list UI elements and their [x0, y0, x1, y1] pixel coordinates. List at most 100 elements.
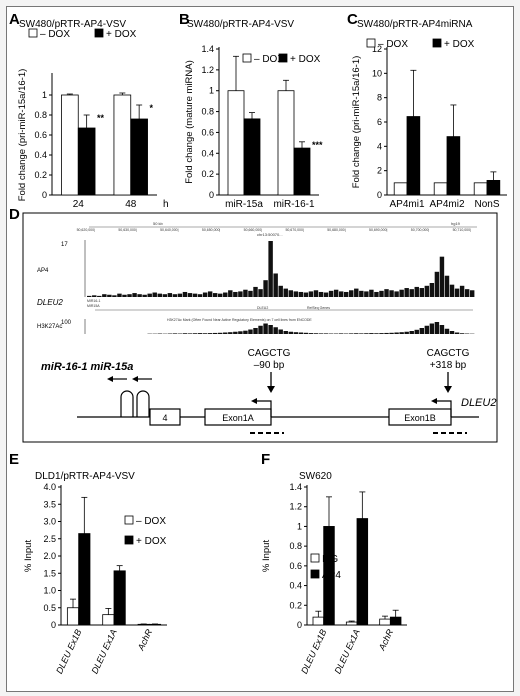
bar — [277, 90, 295, 196]
h3k27ac-signal-bar — [273, 327, 278, 334]
ap4-signal-bar — [288, 290, 293, 297]
bar — [148, 623, 162, 626]
ap4-signal-bar — [97, 295, 102, 297]
category-label: miR-15a — [225, 199, 263, 210]
category-label: AP4mi2 — [429, 199, 464, 210]
bar — [243, 118, 261, 196]
ap4-signal-bar — [449, 284, 455, 297]
ruler-tick-label: 50,660,000| — [244, 228, 263, 232]
ruler-tick-label: 50,710,000| — [453, 228, 472, 232]
h3k27ac-signal-bar — [253, 328, 258, 334]
legend-swatch — [278, 53, 288, 63]
chart-e: DLD1/pRTR-AP4-VSV 0 0.5 1.0 1.5 2.0 2.5 3.0 3.5 4… — [23, 471, 167, 675]
ap4-signal-bar — [379, 290, 384, 297]
y-tick-label: 6 — [377, 117, 382, 127]
ap4-signal-bar — [399, 289, 404, 297]
y-tick-label: 2.5 — [43, 534, 56, 544]
ap4-signal-bar — [137, 294, 142, 297]
ap4-signal-bar — [218, 293, 223, 297]
ap4-signal-bar — [122, 294, 127, 297]
y-axis-label: Fold change (mature miRNA) — [184, 60, 195, 184]
ap4-signal-bar — [253, 286, 258, 297]
h3k27ac-signal-bar — [449, 331, 455, 334]
ap4-signal-bar — [369, 289, 374, 297]
y-tick-label: 4.0 — [43, 482, 56, 492]
ap4-signal-bar — [142, 294, 147, 297]
legend-swatch — [310, 569, 320, 579]
bar — [406, 116, 421, 196]
h3k27ac-signal-bar — [293, 332, 299, 334]
category-label: DLEU Ex1B — [54, 628, 83, 676]
y-tick-label: 2.0 — [43, 551, 56, 561]
h3k27ac-signal-bar — [223, 332, 228, 334]
y-tick-label: 0 — [377, 190, 382, 200]
bar — [446, 136, 461, 196]
ap4-signal-bar — [248, 290, 253, 297]
site2-label: CAGCTG — [427, 348, 470, 359]
ap4-signal-bar — [338, 291, 344, 297]
h3k27ac-signal-bar — [187, 333, 193, 334]
h3k27ac-signal-bar — [207, 333, 213, 334]
h3k27ac-signal-bar — [243, 330, 248, 334]
ap4-signal-bar — [112, 295, 117, 297]
gene-map: miR-16-1 miR-15a 4 Exon1A Exon1B — [41, 348, 496, 434]
panel-label-e: E — [9, 451, 19, 468]
y-axis-label: Fold change (pri-miR-15a/16-1) — [17, 69, 28, 202]
h3k27ac-signal-bar — [303, 332, 309, 334]
legend-label: + DOX — [444, 39, 475, 50]
y-tick-label: 0.6 — [34, 130, 47, 140]
h3k27ac-signal-bar — [384, 332, 389, 334]
y-axis-label: Fold change (pri-miR-15a/16-1) — [351, 56, 362, 189]
y-tick-label: 0.4 — [201, 148, 214, 158]
h3k27ac-signal-bar — [248, 329, 253, 334]
ap4-signal-bar — [318, 291, 324, 297]
ap4-signal-bar — [162, 294, 168, 297]
bar — [486, 179, 501, 196]
h3k27ac-signal-bar — [414, 329, 419, 334]
ap4-signal-bar — [434, 271, 440, 297]
ap4-signal-bar — [172, 294, 178, 297]
y-tick-label: 0.8 — [34, 110, 47, 120]
bar — [137, 623, 150, 626]
h3k27ac-signal-bar — [323, 333, 329, 334]
h3k27ac-signal-bar — [419, 328, 425, 334]
bar — [356, 518, 369, 626]
ruler-tick-label: 50,650,000| — [202, 228, 221, 232]
chart-title: DLD1/pRTR-AP4-VSV — [35, 471, 135, 482]
ruler-tick-label: 50,680,000| — [327, 228, 346, 232]
y-tick-label: 10 — [372, 68, 382, 78]
panel-label-a: A — [9, 11, 20, 28]
h3k27ac-signal-bar — [313, 333, 319, 334]
ap4-signal-bar — [374, 291, 379, 297]
mir-small-label-2: MIR15A — [87, 304, 100, 308]
h3k27ac-signal-bar — [298, 332, 304, 334]
ap4-signal-bar — [197, 294, 203, 297]
bar — [473, 182, 488, 196]
bar — [379, 618, 391, 626]
mir16-arrowhead — [107, 376, 113, 382]
y-tick-label: 0 — [51, 620, 56, 630]
ap4-track-max: 17 — [61, 242, 68, 248]
ap4-signal-bar — [444, 275, 450, 297]
site1-arrowhead — [267, 386, 275, 393]
panel-label-c: C — [347, 11, 358, 28]
h3k27ac-signal-bar — [424, 325, 430, 334]
bar — [113, 94, 132, 196]
legend-label: AP4 — [322, 570, 341, 581]
ap4-signal-bar — [293, 291, 299, 297]
ruler-tick-label: 50,690,000| — [369, 228, 388, 232]
y-tick-label: 3.0 — [43, 517, 56, 527]
figure-frame: A B C D E F SW480/pRTR-AP4-VSV 0 0.2 0.4 0.6… — [6, 6, 514, 692]
ap4-signal-bar — [298, 291, 304, 297]
ap4-signal-bar — [469, 290, 475, 297]
h3k27ac-signal-bar — [389, 332, 394, 334]
bar — [61, 94, 79, 196]
ap4-signal-bar — [394, 291, 399, 297]
ap4-signal-bar — [349, 290, 354, 297]
h3k27ac-signal-bar — [268, 325, 273, 334]
category-label: DLEU Ex1B — [299, 628, 328, 676]
ap4-signal-bar — [439, 256, 445, 297]
panel-d: 50 kb hg19 chr13:50070... 50,620,000| 50,… — [22, 212, 498, 443]
panel-label-d: D — [9, 206, 20, 223]
mir15a-arrowhead — [132, 376, 138, 382]
